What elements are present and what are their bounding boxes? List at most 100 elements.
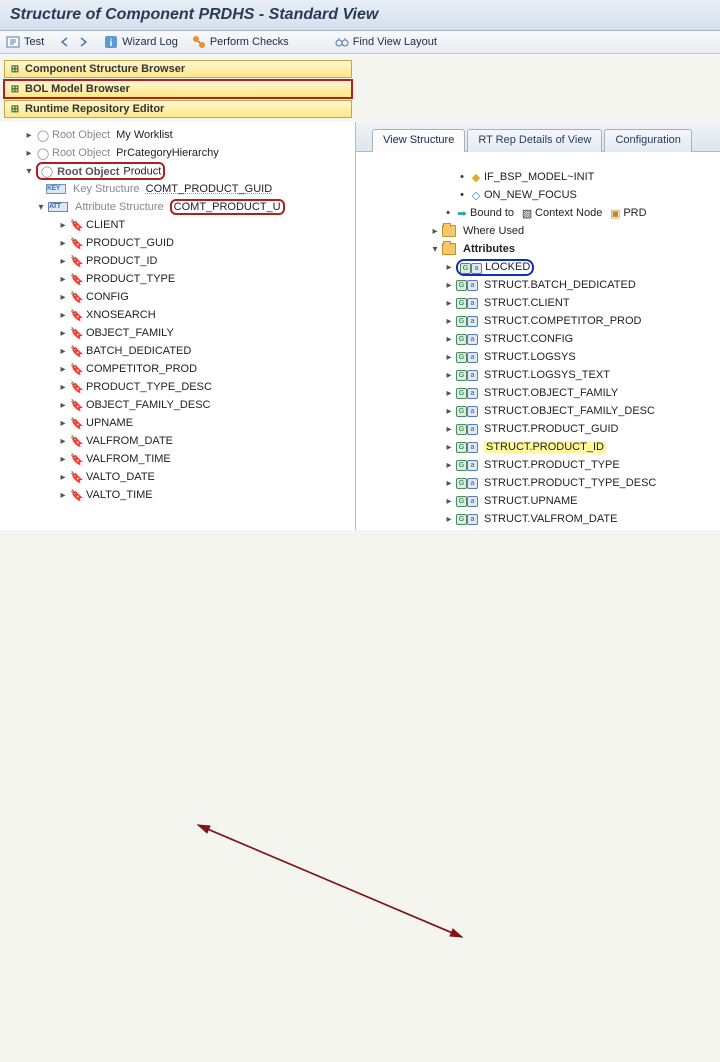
expand-icon[interactable]: ▸ (444, 262, 454, 273)
test-button[interactable]: Test (6, 35, 44, 49)
tree-node-attr[interactable]: ▸🔖BATCH_DEDICATED (4, 342, 355, 360)
collapse-icon[interactable]: ▾ (24, 166, 34, 177)
collapser-bol-model-browser[interactable]: ⊞ BOL Model Browser (4, 80, 352, 98)
tree-node-attr[interactable]: ▸🔖VALFROM_TIME (4, 450, 355, 468)
tree-node-on-new-focus[interactable]: • ◇ ON_NEW_FOCUS (384, 186, 720, 204)
expand-icon[interactable]: ▸ (444, 316, 454, 327)
expand-icon[interactable]: ▸ (58, 256, 68, 267)
collapse-icon[interactable]: ▾ (36, 202, 46, 213)
collapser-runtime-repository-editor[interactable]: ⊞ Runtime Repository Editor (4, 100, 352, 118)
perform-checks-button[interactable]: Perform Checks (192, 35, 289, 49)
tree-node-struct-attr[interactable]: ▸GaSTRUCT.UPNAME (384, 492, 720, 510)
collapser-component-structure-browser[interactable]: ⊞ Component Structure Browser (4, 60, 352, 78)
tree-node-struct-attr[interactable]: ▸GaSTRUCT.BATCH_DEDICATED (384, 276, 720, 294)
tree-node-struct-attr[interactable]: ▸GaSTRUCT.LOGSYS (384, 348, 720, 366)
expand-icon[interactable]: ▸ (444, 514, 454, 525)
tab-label: View Structure (383, 134, 454, 146)
tb-nav-icons[interactable] (58, 35, 90, 49)
expand-icon[interactable]: ▸ (444, 478, 454, 489)
expand-icon[interactable]: ▸ (444, 298, 454, 309)
tree-node-attr[interactable]: ▸🔖VALTO_DATE (4, 468, 355, 486)
tree-node-attr[interactable]: ▸🔖UPNAME (4, 414, 355, 432)
expand-icon[interactable]: ▸ (58, 472, 68, 483)
tree-node-attr[interactable]: ▸🔖OBJECT_FAMILY_DESC (4, 396, 355, 414)
expand-icon[interactable]: ▸ (24, 130, 34, 141)
expand-icon[interactable]: ▸ (58, 274, 68, 285)
tree-node-attr[interactable]: ▸🔖XNOSEARCH (4, 306, 355, 324)
expand-icon[interactable]: ▸ (58, 328, 68, 339)
bullet-icon: • (456, 189, 468, 201)
tree-node-my-worklist[interactable]: ▸ ◯ Root Object My Worklist (4, 126, 355, 144)
tree-node-attr[interactable]: ▸🔖VALTO_TIME (4, 486, 355, 504)
tree-node-struct-attr[interactable]: ▸GaSTRUCT.LOGSYS_TEXT (384, 366, 720, 384)
tree-node-attr[interactable]: ▸🔖CONFIG (4, 288, 355, 306)
expand-icon[interactable]: ▸ (444, 460, 454, 471)
expand-icon[interactable]: ▸ (444, 496, 454, 507)
expand-icon[interactable]: ▸ (444, 334, 454, 345)
expand-icon[interactable]: ▸ (444, 370, 454, 381)
tree-node-struct-attr[interactable]: ▸GaSTRUCT.PRODUCT_ID (384, 438, 720, 456)
tree-node-where-used[interactable]: ▸ Where Used (384, 222, 720, 240)
collapse-icon[interactable]: ▾ (430, 244, 440, 255)
tag-icon: 🔖 (70, 218, 84, 232)
tree-node-struct-attr[interactable]: ▸GaSTRUCT.CONFIG (384, 330, 720, 348)
expand-icon[interactable]: ▸ (58, 292, 68, 303)
expand-icon[interactable]: ▸ (444, 406, 454, 417)
tree-node-locked[interactable]: ▸ Ga LOCKED (384, 258, 720, 276)
tree-node-struct-attr[interactable]: ▸GaSTRUCT.OBJECT_FAMILY (384, 384, 720, 402)
expand-icon[interactable]: ▸ (58, 382, 68, 393)
expand-icon[interactable]: ▸ (58, 310, 68, 321)
page-title-text: Structure of Component PRDHS - Standard … (10, 6, 378, 23)
tree-node-attributes[interactable]: ▾ Attributes (384, 240, 720, 258)
tree-node-key-structure[interactable]: KEY Key Structure COMT_PRODUCT_GUID (4, 180, 355, 198)
tree-node-struct-attr[interactable]: ▸GaSTRUCT.VALFROM_TIME (384, 528, 720, 530)
tab-view-structure[interactable]: View Structure (372, 129, 465, 152)
tab-configuration[interactable]: Configuration (604, 129, 691, 152)
expand-icon[interactable]: ▸ (58, 454, 68, 465)
right-tabs: View Structure RT Rep Details of View Co… (356, 122, 720, 152)
tree-node-attr[interactable]: ▸🔖PRODUCT_ID (4, 252, 355, 270)
tree-node-struct-attr[interactable]: ▸GaSTRUCT.PRODUCT_TYPE_DESC (384, 474, 720, 492)
expand-icon[interactable]: ▸ (58, 364, 68, 375)
expand-icon[interactable]: ▸ (58, 346, 68, 357)
tree-node-attr[interactable]: ▸🔖PRODUCT_GUID (4, 234, 355, 252)
tree-node-struct-attr[interactable]: ▸GaSTRUCT.VALFROM_DATE (384, 510, 720, 528)
expand-icon[interactable]: ▸ (444, 424, 454, 435)
tree-node-struct-attr[interactable]: ▸GaSTRUCT.PRODUCT_GUID (384, 420, 720, 438)
expand-icon[interactable]: ▸ (24, 148, 34, 159)
node-label: STRUCT.OBJECT_FAMILY_DESC (484, 405, 655, 417)
expand-icon[interactable]: ▸ (444, 388, 454, 399)
expand-icon[interactable]: ▸ (58, 220, 68, 231)
node-label: VALFROM_DATE (86, 435, 173, 447)
expand-icon[interactable]: ▸ (58, 418, 68, 429)
tree-node-bound-to[interactable]: • ➡ Bound to ▧ Context Node ▣ PRD (384, 204, 720, 222)
tree-node-if-bsp-model-init[interactable]: • ◆ IF_BSP_MODEL~INIT (384, 168, 720, 186)
wizard-log-button[interactable]: i Wizard Log (104, 35, 178, 49)
tree-node-attribute-structure[interactable]: ▾ ATT Attribute Structure COMT_PRODUCT_U (4, 198, 355, 216)
find-view-layout-button[interactable]: Find View Layout (335, 35, 437, 49)
tree-node-attr[interactable]: ▸🔖COMPETITOR_PROD (4, 360, 355, 378)
expand-icon[interactable]: ▸ (58, 400, 68, 411)
expand-icon[interactable]: ▸ (58, 238, 68, 249)
tree-node-struct-attr[interactable]: ▸GaSTRUCT.OBJECT_FAMILY_DESC (384, 402, 720, 420)
expand-icon[interactable]: ▸ (58, 490, 68, 501)
tab-rt-rep-details[interactable]: RT Rep Details of View (467, 129, 602, 152)
tree-node-struct-attr[interactable]: ▸GaSTRUCT.CLIENT (384, 294, 720, 312)
tree-node-attr[interactable]: ▸🔖OBJECT_FAMILY (4, 324, 355, 342)
expand-icon[interactable]: ▸ (58, 436, 68, 447)
tree-node-product[interactable]: ▾ ◯ Root ObjectProduct (4, 162, 355, 180)
node-label: IF_BSP_MODEL~INIT (484, 171, 594, 183)
attr-icon-pair: Ga (456, 460, 478, 471)
tree-node-struct-attr[interactable]: ▸GaSTRUCT.COMPETITOR_PROD (384, 312, 720, 330)
tree-node-attr[interactable]: ▸🔖PRODUCT_TYPE (4, 270, 355, 288)
tree-node-struct-attr[interactable]: ▸GaSTRUCT.PRODUCT_TYPE (384, 456, 720, 474)
expand-icon[interactable]: ▸ (444, 352, 454, 363)
main-split: ▸ ◯ Root Object My Worklist ▸ ◯ Root Obj… (0, 122, 720, 530)
expand-icon[interactable]: ▸ (444, 442, 454, 453)
expand-icon[interactable]: ▸ (444, 280, 454, 291)
expand-icon[interactable]: ▸ (430, 226, 440, 237)
tree-node-attr[interactable]: ▸🔖PRODUCT_TYPE_DESC (4, 378, 355, 396)
tree-node-prcategoryhierarchy[interactable]: ▸ ◯ Root Object PrCategoryHierarchy (4, 144, 355, 162)
tree-node-attr[interactable]: ▸🔖VALFROM_DATE (4, 432, 355, 450)
tree-node-attr[interactable]: ▸🔖CLIENT (4, 216, 355, 234)
